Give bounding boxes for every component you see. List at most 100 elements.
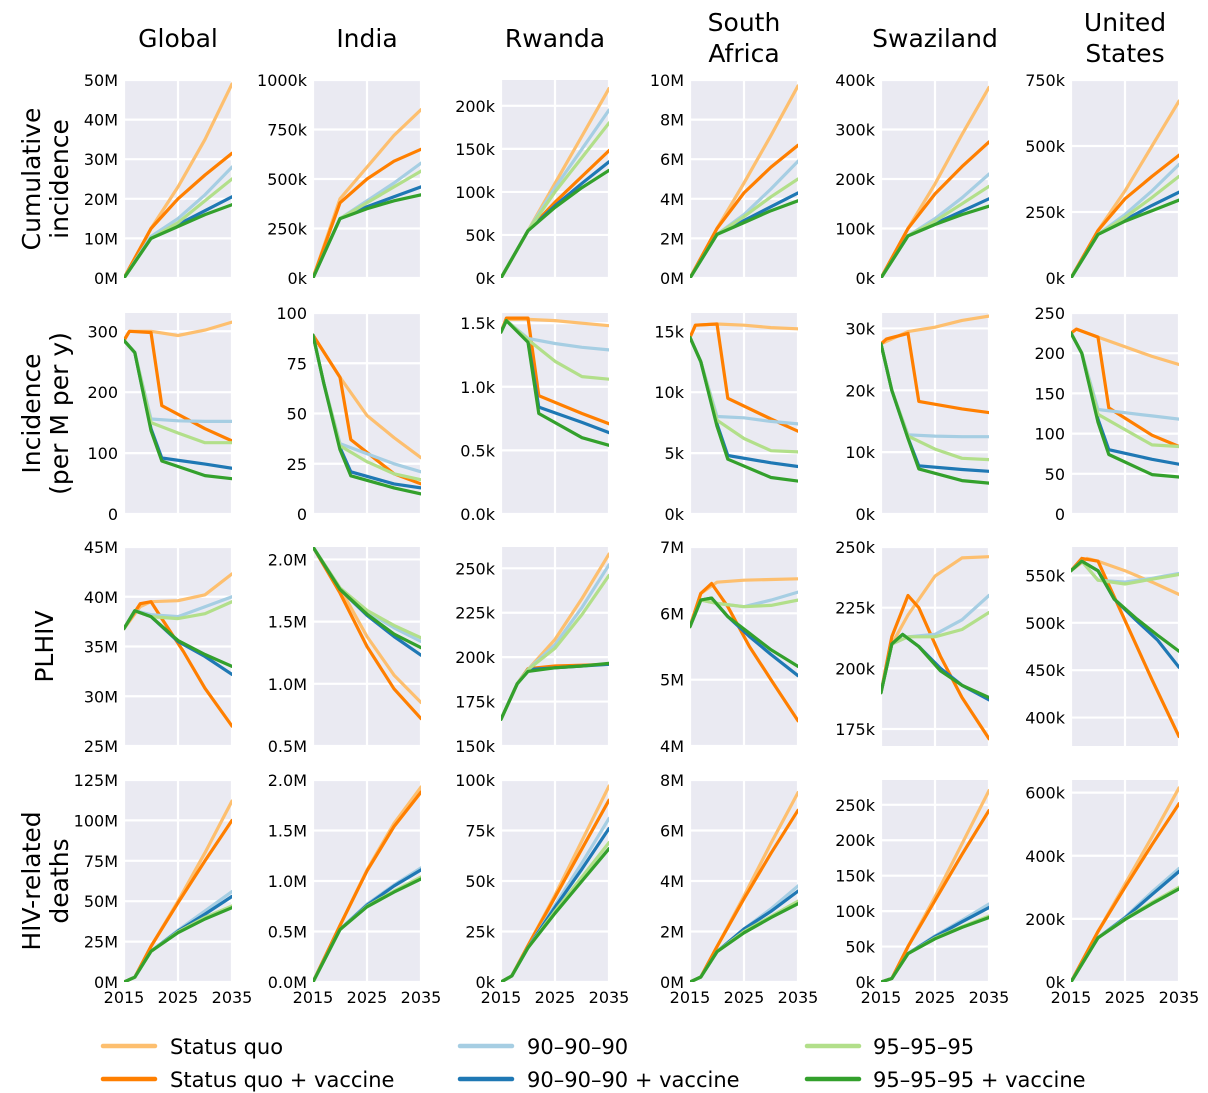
svg-text:PLHIV: PLHIV [30, 610, 59, 682]
y-tick-label: 5M [660, 671, 684, 690]
y-tick-label: 0k [1046, 269, 1066, 288]
panel-plhiv-south-africa: 4M 5M 6M 7M [660, 538, 800, 756]
y-tick-label: 1.5M [268, 613, 307, 632]
row-label-hiv-related-deaths: HIV-relateddeaths [17, 811, 74, 950]
y-tick-label: 750k [267, 121, 308, 140]
y-tick-label: 7M [660, 538, 684, 557]
y-tick-label: 400k [835, 71, 876, 90]
panel-cumulative-incidence-south-africa: 0M 2M 4M 6M 8M 10M [650, 71, 800, 288]
y-tick-label: 0k [476, 269, 496, 288]
legend-item-90-90-90-vaccine: 90–90–90 + vaccine [457, 1068, 740, 1092]
x-tick-label: 2015 [670, 988, 711, 1007]
legend-label: Status quo [170, 1035, 283, 1059]
column-title-south-africa: South Africa [708, 8, 781, 68]
series-line-status-quo-vaccine [313, 147, 421, 278]
panel-hiv-related-deaths-united-states: 0k 200k 400k 600k 2015 2025 2035 [1025, 780, 1199, 1007]
y-tick-label: 1.5k [460, 314, 495, 333]
y-tick-label: 500k [267, 170, 308, 189]
y-tick-label: 250k [455, 559, 496, 578]
panel-hiv-related-deaths-india: 0.0M 0.5M 1.0M 1.5M 2.0M 2015 2025 2035 [268, 771, 442, 1007]
series-line-95-95-95-vaccine [124, 609, 232, 668]
y-tick-label: 200 [87, 383, 118, 402]
series-line-95-95-95-vaccine [501, 661, 609, 721]
y-tick-label: 25M [84, 737, 118, 756]
y-tick-label: 2M [660, 229, 684, 248]
y-tick-label: 8M [660, 111, 684, 130]
y-tick-label: 750k [1025, 71, 1066, 90]
row-labels: Cumulativeincidence Incidence(per M per y… [17, 108, 74, 951]
y-tick-label: 75 [287, 354, 307, 373]
panel-incidence-per-m-per-y-global: 0 100 200 300 [87, 313, 234, 524]
y-tick-label: 100k [835, 902, 876, 921]
x-tick-label: 2035 [969, 988, 1010, 1007]
x-tick-label: 2025 [347, 988, 388, 1007]
y-tick-label: 0k [856, 269, 876, 288]
series-line-95-95-95-vaccine [501, 319, 609, 447]
series-line-95-95-95-vaccine [313, 333, 421, 496]
y-tick-label: 0.0k [460, 505, 495, 524]
y-tick-label: 125M [74, 771, 118, 790]
x-tick-label: 2035 [212, 988, 253, 1007]
y-tick-label: 30M [84, 150, 118, 169]
panel-plhiv-united-states: 400k 450k 500k 550k [1025, 547, 1181, 746]
panel-cumulative-incidence-swaziland: 0k 100k 200k 300k 400k [835, 71, 991, 288]
panel-hiv-related-deaths-global: 0M 25M 50M 75M 100M 125M 2015 2025 2035 [74, 771, 253, 1007]
series-line-95-95-95-vaccine [690, 335, 798, 483]
y-tick-label: 4M [660, 872, 684, 891]
panel-plhiv-rwanda: 150k 175k 200k 225k 250k [455, 547, 611, 756]
y-tick-label: 0 [1055, 505, 1065, 524]
series-line-status-quo-vaccine [1071, 802, 1179, 982]
y-tick-label: 0k [476, 973, 496, 992]
y-tick-label: 20M [84, 190, 118, 209]
series-line-95-95-95-vaccine [124, 338, 232, 481]
y-tick-label: 6M [660, 822, 684, 841]
x-tick-label: 2035 [401, 988, 442, 1007]
y-tick-label: 30k [845, 319, 875, 338]
x-tick-label: 2025 [535, 988, 576, 1007]
series-line-95-95-95-vaccine [690, 596, 798, 668]
y-tick-label: 40M [84, 111, 118, 130]
legend-label: 95–95–95 [873, 1035, 974, 1059]
x-tick-label: 2015 [481, 988, 522, 1007]
y-tick-label: 225k [835, 599, 876, 618]
series-line-95-95-95-vaccine [124, 906, 232, 982]
y-tick-label: 250k [267, 220, 308, 239]
svg-text:Cumulativeincidence: Cumulativeincidence [17, 108, 74, 251]
y-tick-label: 50M [84, 892, 118, 911]
panel-incidence-per-m-per-y-india: 0 25 50 75 100 [276, 304, 423, 524]
panel-plhiv-swaziland: 175k 200k 225k 250k [835, 538, 991, 746]
y-tick-label: 6M [660, 604, 684, 623]
series-line-95-95-95-vaccine [313, 193, 421, 278]
y-tick-label: 10k [845, 443, 875, 462]
y-tick-label: 1000k [257, 71, 308, 90]
column-title-global: Global [138, 24, 218, 53]
x-tick-label: 2015 [293, 988, 334, 1007]
y-tick-label: 10M [650, 71, 684, 90]
y-tick-label: 50k [845, 938, 875, 957]
svg-text:Incidence(per M per y): Incidence(per M per y) [17, 332, 74, 495]
series-line-95-95-95-vaccine [1071, 198, 1179, 278]
y-tick-label: 150k [455, 737, 496, 756]
legend: Status quo Status quo + vaccine 90–90–90 90… [100, 1035, 1086, 1092]
series-line-95-95-95-vaccine [881, 204, 989, 278]
panel-plhiv-global: 25M 30M 35M 40M 45M [84, 538, 234, 756]
series-line-95-95-95-vaccine [1071, 331, 1179, 479]
series-line-status-quo-vaccine [124, 329, 232, 443]
panel-incidence-per-m-per-y-rwanda: 0.0k 0.5k 1.0k 1.5k [460, 313, 611, 524]
y-tick-label: 225k [455, 604, 496, 623]
y-tick-label: 0k [1046, 973, 1066, 992]
y-tick-label: 0 [108, 505, 118, 524]
panel-plhiv-india: 0.5M 1.0M 1.5M 2.0M [268, 547, 423, 756]
y-tick-label: 175k [835, 720, 876, 739]
x-tick-label: 2035 [778, 988, 819, 1007]
y-tick-label: 25k [465, 923, 495, 942]
series-line-95-95-95-vaccine [881, 915, 989, 982]
y-tick-label: 1.0M [268, 872, 307, 891]
x-tick-label: 2025 [915, 988, 956, 1007]
x-tick-label: 2035 [1159, 988, 1200, 1007]
y-tick-label: 30M [84, 687, 118, 706]
y-tick-label: 0k [856, 505, 876, 524]
x-tick-label: 2035 [589, 988, 630, 1007]
legend-item-95-95-95: 95–95–95 [804, 1035, 974, 1059]
y-tick-label: 45M [84, 538, 118, 557]
